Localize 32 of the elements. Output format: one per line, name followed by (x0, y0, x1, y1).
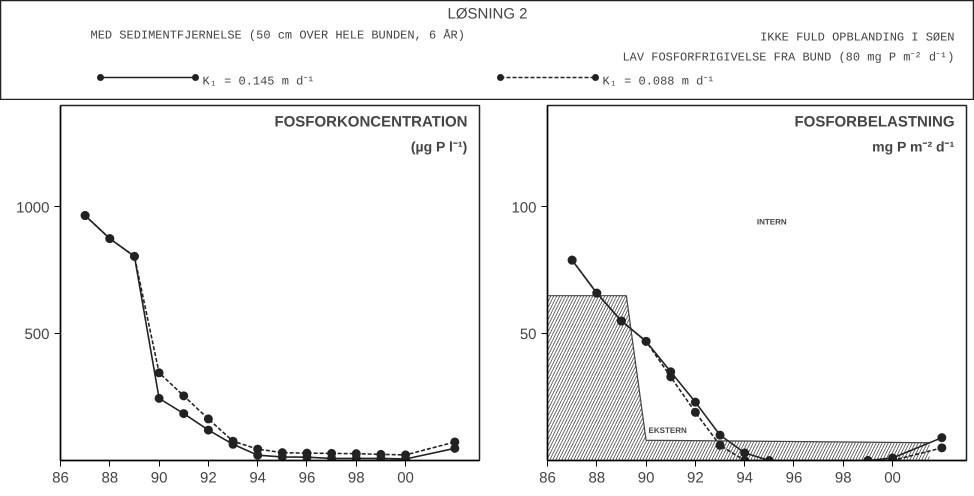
text: MED SEDIMENTFJERNELSE (50 cm OVER HELE BUNDEN, 6 ÅR) (90, 28, 465, 42)
x-tick-label: 90 (638, 470, 654, 486)
annotation: INTERN (756, 218, 787, 226)
text: (µg P l⁻¹) (410, 138, 468, 154)
y-tick-label: 1000 (16, 199, 50, 216)
text: FOSFORBELASTNING (794, 114, 954, 130)
x-tick-label: 00 (397, 470, 414, 486)
text: mg P m⁻² d⁻¹ (872, 138, 955, 154)
y-tick-label: 50 (520, 326, 537, 344)
x-tick-label: 86 (52, 470, 69, 486)
x-tick-label: 98 (834, 470, 852, 486)
x-tick-label: 88 (588, 470, 606, 486)
x-tick-label: 88 (101, 470, 118, 486)
legend-label: K₁ = 0.145 m d⁻¹ (202, 74, 315, 88)
x-tick-label: 92 (687, 470, 704, 486)
x-tick-label: 96 (786, 470, 802, 486)
legend-label: K₁ = 0.088 m d⁻¹ (602, 74, 715, 88)
y-tick-label: 100 (511, 199, 537, 216)
x-tick-label: 90 (150, 470, 168, 486)
x-tick-label: 94 (249, 470, 266, 486)
y-tick-label: 500 (24, 326, 50, 344)
text: LAV FOSFORFRIGIVELSE FRA BUND (80 mg P m⁻² d⁻¹) (622, 50, 955, 64)
text: IKKE FULD OPBLANDING I SØEN (760, 30, 955, 44)
text: LØSNING 2 (447, 6, 528, 22)
series-label: EKSTERN (648, 426, 687, 436)
x-tick-label: 86 (539, 470, 556, 486)
x-tick-label: 94 (736, 470, 754, 486)
x-tick-label: 92 (200, 470, 217, 486)
x-tick-label: 00 (884, 470, 901, 486)
x-tick-label: 96 (298, 470, 316, 486)
x-tick-label: 98 (348, 470, 365, 486)
text: FOSFORKONCENTRATION (274, 114, 468, 130)
